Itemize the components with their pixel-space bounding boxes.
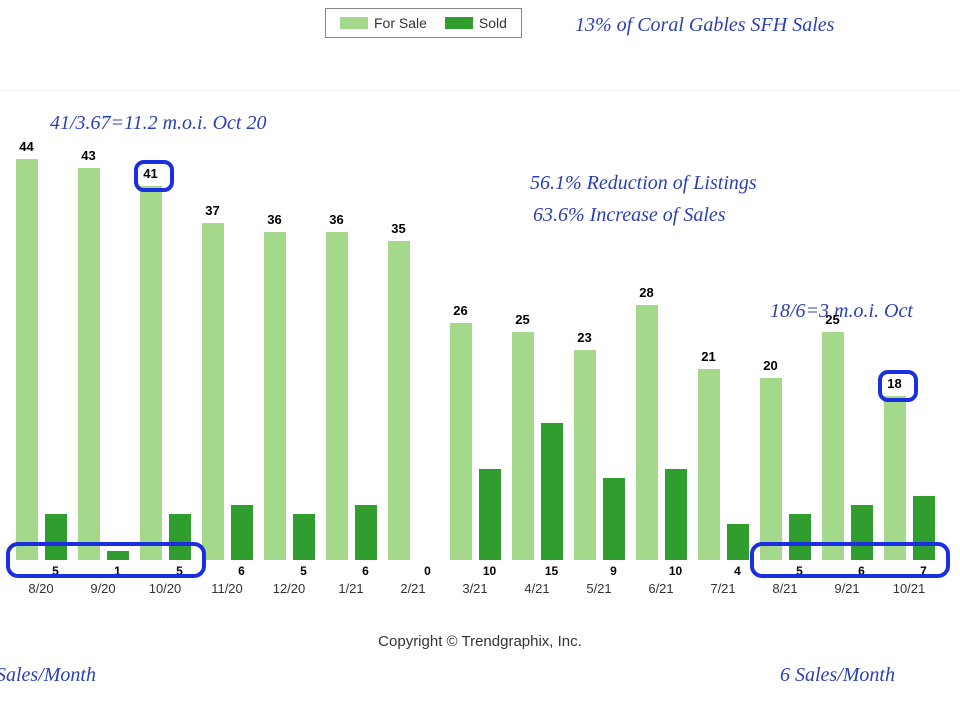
bar-sold	[293, 514, 315, 560]
x-axis-label: 7/21	[692, 581, 754, 596]
bar-for-sale: 43	[78, 168, 100, 560]
bar-for-sale: 26	[450, 323, 472, 560]
bar-for-sale: 41	[140, 186, 162, 560]
bar-label-sold: 6	[355, 564, 377, 578]
bar-label-sold: 6	[231, 564, 253, 578]
bar-sold	[789, 514, 811, 560]
bar-sold	[851, 505, 873, 560]
legend-swatch-sold	[445, 17, 473, 29]
bar-for-sale: 25	[512, 332, 534, 560]
bar-label-sold: 10	[479, 564, 501, 578]
x-axis-label: 9/20	[72, 581, 134, 596]
bar-label-sold: 15	[541, 564, 563, 578]
bar-sold	[355, 505, 377, 560]
bar-for-sale: 37	[202, 223, 224, 560]
x-axis-label: 11/20	[196, 581, 258, 596]
bar-for-sale: 20	[760, 378, 782, 560]
bar-label-sold: 5	[45, 564, 67, 578]
legend: For Sale Sold	[325, 8, 522, 38]
x-axis-label: 12/20	[258, 581, 320, 596]
bar-label-for-sale: 18	[884, 376, 906, 391]
bar-label-for-sale: 25	[822, 312, 844, 327]
bar-sold	[45, 514, 67, 560]
x-axis-label: 1/21	[320, 581, 382, 596]
note-moi-left: 41/3.67=11.2 m.o.i. Oct 20	[50, 112, 266, 135]
x-axis-label: 4/21	[506, 581, 568, 596]
legend-item-sold: Sold	[445, 15, 507, 31]
x-axis-label: 9/21	[816, 581, 878, 596]
bar-label-for-sale: 44	[16, 139, 38, 154]
copyright-text: Copyright © Trendgraphix, Inc.	[0, 633, 960, 650]
bar-for-sale: 35	[388, 241, 410, 560]
legend-item-for-sale: For Sale	[340, 15, 427, 31]
bar-for-sale: 23	[574, 350, 596, 560]
chart: 4458/204319/2041510/2037611/2036512/2036…	[10, 150, 950, 610]
bar-label-for-sale: 43	[78, 148, 100, 163]
bar-label-for-sale: 25	[512, 312, 534, 327]
bar-label-for-sale: 23	[574, 330, 596, 345]
note-sales-right: 6 Sales/Month	[780, 664, 895, 687]
bar-label-for-sale: 26	[450, 303, 472, 318]
bar-label-for-sale: 37	[202, 203, 224, 218]
bar-label-for-sale: 35	[388, 221, 410, 236]
bar-sold	[231, 505, 253, 560]
bar-for-sale: 18	[884, 396, 906, 560]
bar-label-sold: 0	[417, 564, 439, 578]
bar-label-for-sale: 20	[760, 358, 782, 373]
x-axis-label: 5/21	[568, 581, 630, 596]
bar-label-sold: 4	[727, 564, 749, 578]
legend-swatch-for-sale	[340, 17, 368, 29]
bar-label-for-sale: 21	[698, 349, 720, 364]
x-axis-label: 2/21	[382, 581, 444, 596]
x-axis-label: 8/20	[10, 581, 72, 596]
bar-sold	[107, 551, 129, 560]
note-sales-left: Sales/Month	[0, 664, 96, 687]
bar-label-sold: 5	[293, 564, 315, 578]
bar-sold	[169, 514, 191, 560]
bar-label-sold: 1	[107, 564, 129, 578]
bar-for-sale: 44	[16, 159, 38, 560]
divider	[0, 90, 960, 91]
legend-label-sold: Sold	[479, 15, 507, 31]
bar-sold	[479, 469, 501, 560]
x-axis-label: 10/21	[878, 581, 940, 596]
bar-sold	[665, 469, 687, 560]
bar-label-sold: 5	[789, 564, 811, 578]
bar-sold	[603, 478, 625, 560]
bar-sold	[541, 423, 563, 560]
bar-label-for-sale: 41	[140, 166, 162, 181]
bar-label-sold: 5	[169, 564, 191, 578]
bar-for-sale: 25	[822, 332, 844, 560]
bar-sold	[727, 524, 749, 560]
bar-label-for-sale: 36	[264, 212, 286, 227]
bar-label-sold: 6	[851, 564, 873, 578]
note-title-right: 13% of Coral Gables SFH Sales	[575, 14, 834, 37]
bar-for-sale: 21	[698, 369, 720, 560]
bar-label-for-sale: 36	[326, 212, 348, 227]
legend-label-for-sale: For Sale	[374, 15, 427, 31]
bar-for-sale: 36	[264, 232, 286, 560]
x-axis-label: 3/21	[444, 581, 506, 596]
x-axis-label: 8/21	[754, 581, 816, 596]
bar-for-sale: 28	[636, 305, 658, 560]
plot-area: 4458/204319/2041510/2037611/2036512/2036…	[10, 150, 950, 560]
x-axis-label: 10/20	[134, 581, 196, 596]
bar-for-sale: 36	[326, 232, 348, 560]
bar-label-for-sale: 28	[636, 285, 658, 300]
bar-label-sold: 10	[665, 564, 687, 578]
bar-label-sold: 9	[603, 564, 625, 578]
x-axis-label: 6/21	[630, 581, 692, 596]
bar-sold	[913, 496, 935, 560]
bar-label-sold: 7	[913, 564, 935, 578]
